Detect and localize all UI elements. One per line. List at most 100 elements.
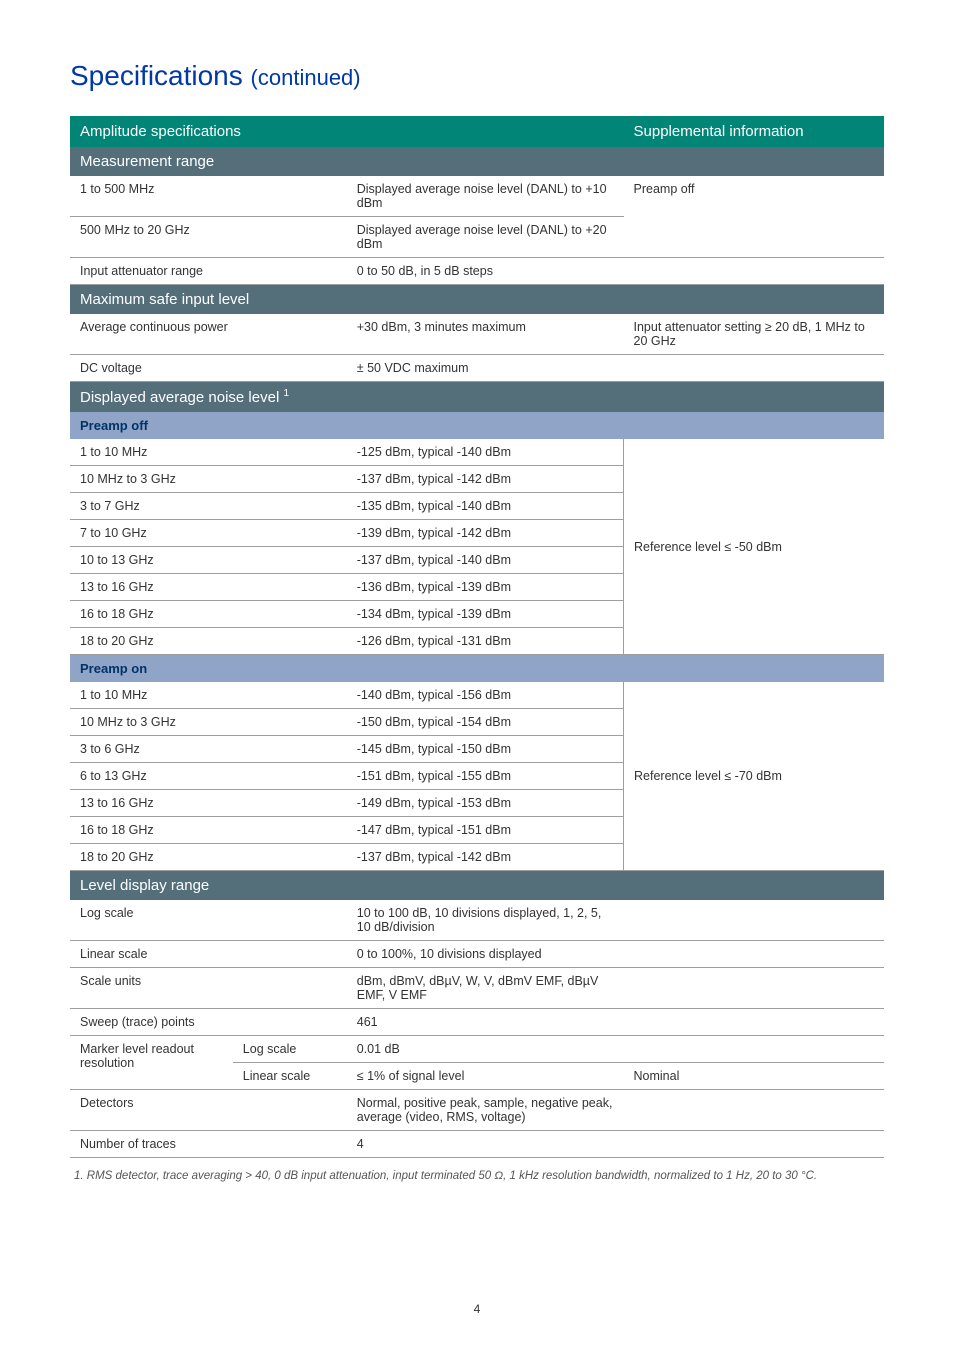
cell	[624, 355, 885, 382]
cell	[624, 968, 885, 1009]
cell: Log scale	[70, 900, 347, 941]
table-row: Linear scale 0 to 100%, 10 divisions dis…	[70, 941, 884, 968]
table-row: Scale units dBm, dBmV, dBµV, W, V, dBmV …	[70, 968, 884, 1009]
cell: Displayed average noise level (DANL) to …	[347, 217, 624, 258]
cell: ≤ 1% of signal level	[347, 1063, 624, 1090]
section-danl: Displayed average noise level 1	[70, 382, 884, 413]
cell: 7 to 10 GHz	[70, 520, 347, 547]
cell-supplemental: Reference level ≤ -70 dBm	[624, 682, 885, 871]
cell: 0 to 50 dB, in 5 dB steps	[347, 258, 624, 285]
cell: Displayed average noise level (DANL) to …	[347, 176, 624, 217]
cell: Preamp off	[624, 176, 885, 258]
cell: DC voltage	[70, 355, 347, 382]
table-row: DC voltage ± 50 VDC maximum	[70, 355, 884, 382]
cell: 10 MHz to 3 GHz	[70, 709, 347, 736]
cell: 10 to 13 GHz	[70, 547, 347, 574]
cell: Scale units	[70, 968, 347, 1009]
cell: Sweep (trace) points	[70, 1009, 347, 1036]
cell: Detectors	[70, 1090, 347, 1131]
cell: 16 to 18 GHz	[70, 601, 347, 628]
cell: Marker level readout resolution	[70, 1036, 233, 1090]
cell: -125 dBm, typical -140 dBm	[347, 439, 624, 466]
danl-label: Displayed average noise level	[80, 389, 279, 406]
cell: dBm, dBmV, dBµV, W, V, dBmV EMF, dBµV EM…	[347, 968, 624, 1009]
cell: 0 to 100%, 10 divisions displayed	[347, 941, 624, 968]
table-row: 1 to 500 MHz Displayed average noise lev…	[70, 176, 884, 217]
cell: 1 to 10 MHz	[70, 682, 347, 709]
cell: +30 dBm, 3 minutes maximum	[347, 314, 624, 355]
cell: Linear scale	[70, 941, 347, 968]
cell: 1 to 500 MHz	[70, 176, 347, 217]
cell-supplemental: Reference level ≤ -50 dBm	[624, 439, 885, 655]
title-continued: (continued)	[251, 65, 361, 90]
table-row: Sweep (trace) points 461	[70, 1009, 884, 1036]
subhead-preamp-on: Preamp on	[70, 655, 884, 683]
cell: -136 dBm, typical -139 dBm	[347, 574, 624, 601]
title-main: Specifications	[70, 60, 243, 91]
page-title: Specifications (continued)	[70, 60, 884, 92]
cell: -126 dBm, typical -131 dBm	[347, 628, 624, 655]
table-row: Marker level readout resolution Log scal…	[70, 1036, 884, 1063]
cell	[624, 900, 885, 941]
cell	[624, 1036, 885, 1063]
cell: -135 dBm, typical -140 dBm	[347, 493, 624, 520]
cell: Input attenuator range	[70, 258, 347, 285]
cell: 1 to 10 MHz	[70, 439, 347, 466]
cell: Number of traces	[70, 1131, 347, 1158]
cell: 18 to 20 GHz	[70, 844, 347, 871]
table-row: 1 to 10 MHz-140 dBm, typical -156 dBmRef…	[70, 682, 884, 709]
cell: -140 dBm, typical -156 dBm	[347, 682, 624, 709]
cell: 13 to 16 GHz	[70, 574, 347, 601]
cell	[624, 1131, 885, 1158]
cell: 16 to 18 GHz	[70, 817, 347, 844]
cell: Input attenuator setting ≥ 20 dB, 1 MHz …	[624, 314, 885, 355]
cell: -151 dBm, typical -155 dBm	[347, 763, 624, 790]
table-row: Input attenuator range 0 to 50 dB, in 5 …	[70, 258, 884, 285]
cell	[624, 1009, 885, 1036]
cell: 3 to 7 GHz	[70, 493, 347, 520]
cell: 10 to 100 dB, 10 divisions displayed, 1,…	[347, 900, 624, 941]
cell: 18 to 20 GHz	[70, 628, 347, 655]
cell: 4	[347, 1131, 624, 1158]
cell	[624, 258, 885, 285]
section-measurement-range: Measurement range	[70, 147, 884, 176]
cell: ± 50 VDC maximum	[347, 355, 624, 382]
table-header-row: Amplitude specifications Supplemental in…	[70, 116, 884, 147]
footnote: 1. RMS detector, trace averaging > 40, 0…	[70, 1170, 884, 1182]
cell: Log scale	[233, 1036, 347, 1063]
section-label: Maximum safe input level	[70, 285, 884, 315]
danl-footnote-ref: 1	[283, 388, 289, 399]
cell: -147 dBm, typical -151 dBm	[347, 817, 624, 844]
cell: -139 dBm, typical -142 dBm	[347, 520, 624, 547]
cell: -149 dBm, typical -153 dBm	[347, 790, 624, 817]
cell: -137 dBm, typical -142 dBm	[347, 466, 624, 493]
table-row: 1 to 10 MHz-125 dBm, typical -140 dBmRef…	[70, 439, 884, 466]
section-level-display: Level display range	[70, 871, 884, 901]
subhead-label: Preamp off	[70, 412, 884, 439]
cell: 500 MHz to 20 GHz	[70, 217, 347, 258]
cell: -150 dBm, typical -154 dBm	[347, 709, 624, 736]
table-row: Number of traces 4	[70, 1131, 884, 1158]
section-label: Level display range	[70, 871, 884, 901]
cell: 461	[347, 1009, 624, 1036]
cell: -145 dBm, typical -150 dBm	[347, 736, 624, 763]
section-label: Measurement range	[70, 147, 884, 176]
cell: 13 to 16 GHz	[70, 790, 347, 817]
spec-table: Amplitude specifications Supplemental in…	[70, 116, 884, 1158]
section-label: Displayed average noise level 1	[70, 382, 884, 413]
cell: -137 dBm, typical -140 dBm	[347, 547, 624, 574]
cell: Normal, positive peak, sample, negative …	[347, 1090, 624, 1131]
page-number: 4	[70, 1302, 884, 1316]
cell: Linear scale	[233, 1063, 347, 1090]
table-row: Log scale 10 to 100 dB, 10 divisions dis…	[70, 900, 884, 941]
cell: Average continuous power	[70, 314, 347, 355]
section-max-safe-input: Maximum safe input level	[70, 285, 884, 315]
table-row: Detectors Normal, positive peak, sample,…	[70, 1090, 884, 1131]
subhead-preamp-off: Preamp off	[70, 412, 884, 439]
table-row: Average continuous power +30 dBm, 3 minu…	[70, 314, 884, 355]
cell: 0.01 dB	[347, 1036, 624, 1063]
cell: -134 dBm, typical -139 dBm	[347, 601, 624, 628]
header-left: Amplitude specifications	[70, 116, 624, 147]
cell: 3 to 6 GHz	[70, 736, 347, 763]
cell: Nominal	[624, 1063, 885, 1090]
